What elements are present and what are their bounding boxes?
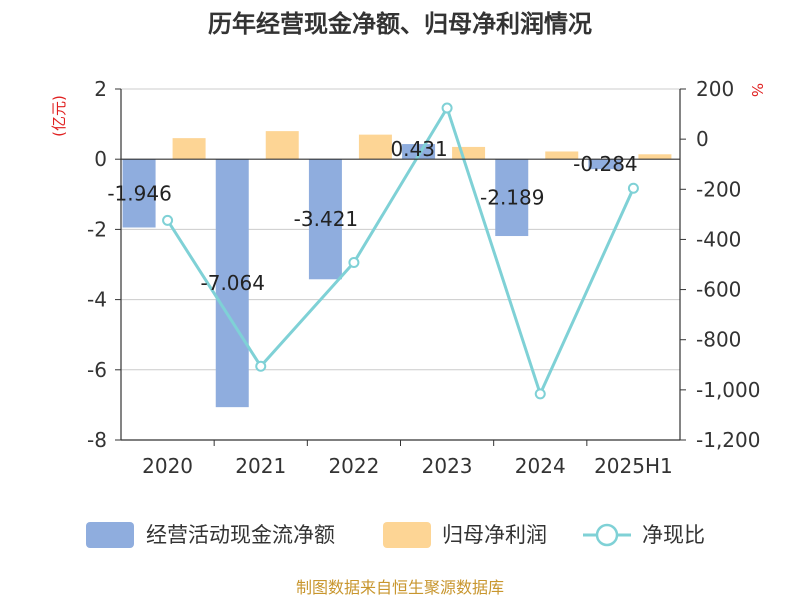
chart-title: 历年经营现金净额、归母净利润情况 — [208, 10, 592, 38]
bar-profit — [638, 154, 672, 160]
right-tick-label: -600 — [696, 278, 741, 302]
x-tick-label: 2020 — [142, 454, 193, 478]
left-tick-label: 0 — [94, 147, 107, 171]
bar-cashflow — [588, 159, 622, 170]
data-label-cashflow: 0.431 — [390, 137, 447, 161]
right-tick-label: -400 — [696, 227, 741, 251]
right-tick-label: -200 — [696, 177, 741, 201]
bar-layer — [122, 131, 672, 408]
legend-swatch-ratio-marker[interactable] — [595, 523, 619, 547]
bar-profit — [358, 134, 392, 160]
x-tick-label: 2021 — [235, 454, 286, 478]
bar-cashflow — [402, 144, 436, 160]
ratio-point — [627, 182, 639, 194]
legend-label-cashflow[interactable]: 经营活动现金流净额 — [146, 523, 335, 547]
right-tick-label: 200 — [696, 77, 734, 101]
bar-cashflow — [495, 159, 529, 237]
data-label-cashflow: -3.421 — [294, 207, 358, 231]
data-label-cashflow: -2.189 — [480, 186, 544, 210]
legend-swatch-profit[interactable] — [383, 522, 431, 548]
data-label-cashflow: -7.064 — [201, 271, 265, 295]
bar-profit — [172, 138, 206, 160]
ratio-point — [534, 388, 546, 400]
ratio-point — [255, 360, 267, 372]
bar-profit — [265, 131, 299, 160]
right-axis-unit: % — [748, 83, 766, 97]
legend-label-profit[interactable]: 归母净利润 — [442, 523, 547, 547]
data-label-cashflow: -1.946 — [107, 181, 171, 205]
x-tick-label: 2025H1 — [594, 454, 673, 478]
left-axis-unit: (亿元) — [50, 95, 68, 137]
x-tick-label: 2023 — [422, 454, 473, 478]
label-layer: -1.946 -7.064 -3.421 0.431 -2.189 -0.284 — [107, 137, 637, 295]
source-note: 制图数据来自恒生聚源数据库 — [296, 578, 504, 597]
x-tick-label: 2024 — [515, 454, 566, 478]
bar-cashflow — [122, 159, 156, 228]
right-tick-label: -1,000 — [696, 378, 760, 402]
bar-cashflow — [308, 159, 342, 280]
left-tick-label: -2 — [87, 217, 107, 241]
ratio-line — [166, 104, 635, 399]
legend-label-ratio[interactable]: 净现比 — [642, 523, 705, 547]
legend: 经营活动现金流净额 归母净利润 净现比 — [86, 522, 705, 548]
right-tick-label: -800 — [696, 328, 741, 352]
ratio-point — [441, 102, 453, 114]
legend-swatch-cashflow[interactable] — [86, 522, 134, 548]
bar-profit — [545, 151, 579, 160]
ratio-point — [162, 214, 174, 226]
x-tick-label: 2022 — [328, 454, 379, 478]
left-tick-label: -8 — [87, 428, 107, 452]
ratio-point — [348, 256, 360, 268]
right-tick-label: 0 — [696, 127, 709, 151]
data-label-cashflow: -0.284 — [573, 152, 637, 176]
left-tick-label: 2 — [94, 77, 107, 101]
line-layer — [162, 102, 639, 400]
bar-cashflow — [215, 159, 249, 408]
left-tick-label: -4 — [87, 288, 107, 312]
right-tick-label: -1,200 — [696, 428, 760, 452]
bar-profit — [452, 146, 486, 160]
left-tick-label: -6 — [87, 358, 107, 382]
axis-layer: 2 0 -2 -4 -6 -8 200 0 -200 -400 -600 -800 -1,000 -1,2… — [87, 77, 760, 478]
